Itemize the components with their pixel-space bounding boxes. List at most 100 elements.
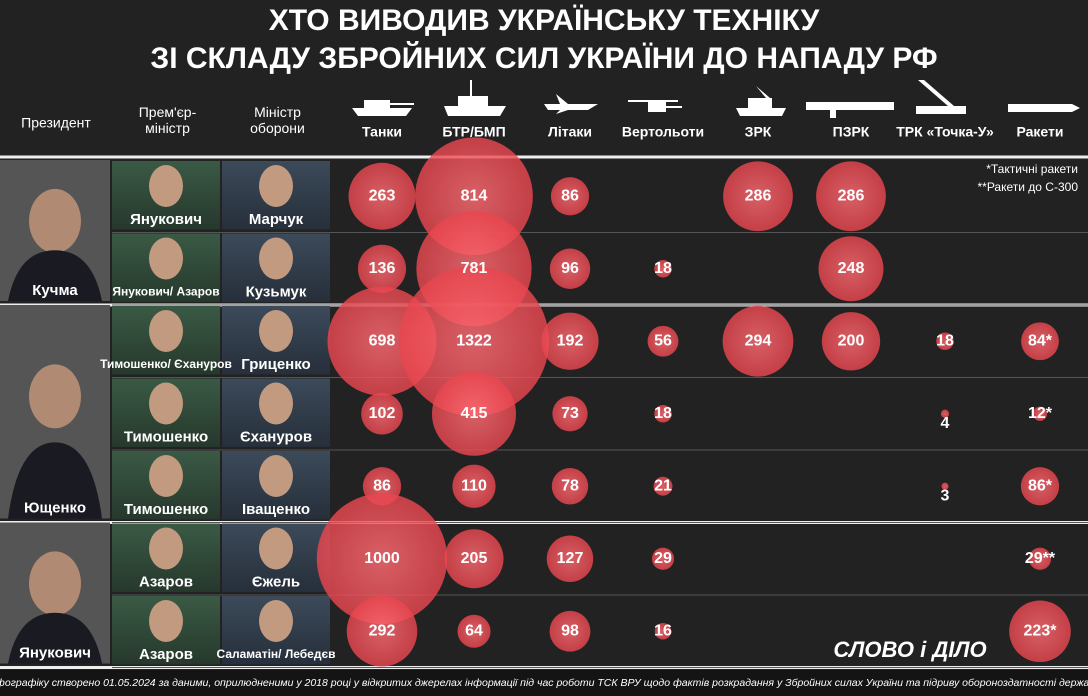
icons <box>352 80 1080 118</box>
president-name: Кучма <box>32 282 78 299</box>
value-label: 3 <box>941 487 950 504</box>
value-label: 127 <box>557 550 584 567</box>
pm-face <box>149 165 183 207</box>
value-label: 294 <box>745 332 772 349</box>
value-label: 110 <box>461 477 487 494</box>
value-label: 84* <box>1028 332 1053 349</box>
pm-name: Азаров <box>139 573 193 590</box>
minister-name: Іващенко <box>242 501 310 518</box>
column-header: ПЗРК <box>833 124 870 140</box>
minister-name: Саламатін/ Лебедєв <box>217 647 336 661</box>
value-label: 1322 <box>456 332 492 349</box>
missile-icon <box>1008 104 1080 112</box>
logo: СЛОВО і ДІЛО <box>833 637 986 662</box>
value-label: 102 <box>369 405 396 422</box>
value-label: 200 <box>838 332 865 349</box>
bubble <box>723 161 793 232</box>
pm-name: Азаров <box>139 646 193 663</box>
value-label: 781 <box>461 260 488 277</box>
column-header: Вертольоти <box>622 124 704 140</box>
sam-icon <box>736 86 786 116</box>
column-header: БТР/БМП <box>442 124 505 140</box>
bubbles <box>316 137 1071 667</box>
value-label: 192 <box>557 332 584 349</box>
minister-face <box>259 165 293 207</box>
minister-name: Єжель <box>252 573 300 590</box>
title-line: ХТО ВИВОДИВ УКРАЇНСЬКУ ТЕХНІКУ <box>269 4 820 37</box>
president-face <box>29 188 81 253</box>
president-name: Ющенко <box>24 499 86 516</box>
value-label: 16 <box>654 622 672 639</box>
bubble <box>316 493 448 624</box>
value-label: 205 <box>461 550 488 567</box>
bubble <box>653 476 673 496</box>
value-label: 56 <box>654 332 672 349</box>
bubble <box>651 547 675 570</box>
minister-face <box>259 382 293 425</box>
value-label: 136 <box>369 260 396 277</box>
value-label: 29 <box>654 550 672 567</box>
column-header: Літаки <box>548 124 592 140</box>
footer-bar <box>0 670 1088 696</box>
minister-name: Марчук <box>249 211 304 228</box>
pm-name: Тимошенко/ Єхануров <box>100 357 232 371</box>
bubble <box>444 529 504 589</box>
header-minister: Міністр оборони <box>250 104 305 136</box>
value-label: 263 <box>369 187 396 204</box>
bubble <box>550 177 590 216</box>
value-label: 21 <box>654 477 672 494</box>
value-label: 286 <box>745 187 772 204</box>
footer: Інфографіку створено 01.05.2024 за даним… <box>0 677 1088 689</box>
bubble <box>654 622 672 640</box>
grid <box>0 155 1088 669</box>
value-label: 292 <box>369 622 396 639</box>
bubble <box>452 464 496 508</box>
plane-icon <box>544 94 598 114</box>
bubble <box>647 325 679 357</box>
bubble <box>552 396 588 432</box>
value-label: 286 <box>838 187 865 204</box>
apc-icon <box>444 80 506 116</box>
column-header: Ракети <box>1016 124 1063 140</box>
title-line: ЗІ СКЛАДУ ЗБРОЙНИХ СИЛ УКРАЇНИ ДО НАПАДУ… <box>150 41 937 75</box>
labels: Танки БТР/БМП Літаки Вертольоти ЗРК ПЗРК ТРК «… <box>19 124 1063 663</box>
bubble <box>399 266 549 417</box>
president-name: Янукович <box>19 644 91 661</box>
note: *Тактичні ракети <box>986 162 1078 176</box>
minister-face <box>259 310 293 352</box>
value-label: 4 <box>941 415 950 432</box>
bubble <box>940 409 950 418</box>
pm-face <box>149 310 183 352</box>
bubble <box>821 312 881 371</box>
president-face <box>29 364 81 429</box>
column-header: ТРК «Точка-У» <box>896 124 994 140</box>
value-label: 73 <box>561 405 579 422</box>
bubble <box>941 482 949 490</box>
bubble <box>816 161 886 232</box>
value-label: 86 <box>561 187 579 204</box>
value-label: 223* <box>1024 622 1058 639</box>
president-suit <box>8 250 102 301</box>
value-label: 78 <box>561 477 579 494</box>
bubble <box>654 259 672 278</box>
value-label: 86 <box>373 477 391 494</box>
bubble <box>431 371 517 456</box>
bubble <box>1032 406 1048 421</box>
bubble <box>549 248 591 289</box>
value-label: 86* <box>1028 477 1053 494</box>
bubble <box>541 312 599 370</box>
note: **Ракети до С-300 <box>977 180 1078 194</box>
minister-face <box>259 600 293 642</box>
header-pm: Прем'єр-міністр <box>138 104 197 136</box>
value-label: 415 <box>461 405 488 422</box>
heli-icon <box>628 100 682 112</box>
bubble <box>549 610 591 652</box>
value-label: 18 <box>654 260 672 277</box>
president-suit <box>8 442 102 519</box>
bubble <box>546 535 594 582</box>
pm-name: Янукович/ Азаров <box>112 285 219 299</box>
value-label: 96 <box>561 260 579 277</box>
bubble <box>722 305 794 377</box>
minister-face <box>259 527 293 570</box>
